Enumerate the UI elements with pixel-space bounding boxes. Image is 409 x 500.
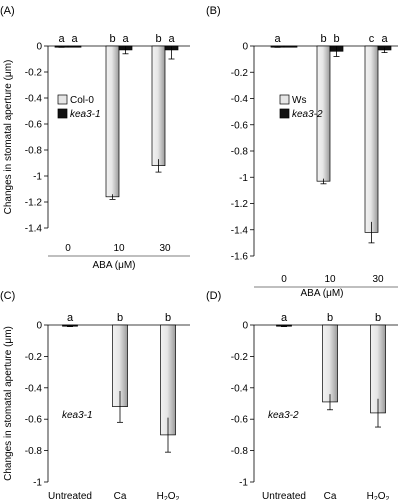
legend-label: kea3-1 [70,109,101,120]
significance-letter: c [369,33,375,45]
bar [105,45,120,198]
legend-swatch [57,108,68,119]
chart-panel-d: (D) 0 -0.2 -0.4 -0.6 -0.8 -1 Untreated Ca H2O2 a b b… [206,290,398,500]
x-tick-label: H2O2 [157,491,180,500]
y-axis-title: Changes in stomatal aperture (μm) [3,326,14,481]
significance-letter: b [109,33,115,45]
significance-letter: a [122,33,129,45]
significance-letter: b [165,312,171,324]
y-tick-label: 0 [36,321,42,332]
y-tick-label: -1.2 [25,198,43,209]
y-tick-label: -0.8 [25,446,43,457]
genotype-annotation: kea3-1 [62,410,93,421]
significance-letter: b [333,33,339,45]
panel-label: (A) [0,5,15,17]
significance-letter: b [320,33,326,45]
y-tick-label: -0.8 [231,446,249,457]
panel-label: (B) [206,5,221,17]
significance-letter: a [71,33,78,45]
legend-label: Ws [292,95,306,106]
y-tick-label: -1 [33,172,42,183]
genotype-annotation: kea3-2 [268,410,299,421]
y-tick-label: -0.4 [231,94,249,105]
significance-letter: b [375,312,381,324]
chart-panel-a: (A) 0 -0.2 -0.4 -0.6 -0.8 -1 -1.2 -1.4 Changes in… [0,5,190,271]
y-tick-label: 0 [242,321,248,332]
significance-letter: a [58,33,65,45]
y-tick-label: -0.4 [231,383,249,394]
x-tick-label: Untreated [262,491,306,500]
x-tick-label: 10 [324,274,336,285]
y-tick-label: -1 [239,478,248,489]
y-tick-label: -0.4 [25,383,43,394]
bar [322,324,338,403]
x-tick-label: 10 [113,243,125,254]
legend-label: Col-0 [70,95,94,106]
x-tick-label: 30 [159,243,171,254]
y-tick-label: -1.6 [231,252,249,263]
chart-panel-b: (B) 0 -0.2 -0.4 -0.6 -0.8 -1 -1.2 -1.4 -1.6 0 10 30 A… [206,5,398,299]
y-tick-label: 0 [242,42,248,53]
panel-label: (C) [0,290,15,302]
bar [283,45,298,48]
y-tick-label: -0.6 [25,120,43,131]
x-tick-label: Ca [324,491,337,500]
y-tick-label: -0.6 [25,415,43,426]
legend-label: kea3-2 [292,109,323,120]
y-tick-label: -0.2 [25,68,43,79]
legend-swatch [279,108,290,119]
significance-letter: b [155,33,161,45]
bar [364,45,379,233]
x-tick-label: Ca [114,491,127,500]
significance-letter: b [327,312,333,324]
y-tick-label: -0.4 [25,94,43,105]
y-tick-label: -1 [33,478,42,489]
y-tick-label: -0.2 [231,352,249,363]
significance-letter: a [281,312,288,324]
x-tick-label: 30 [372,274,384,285]
significance-letter: b [117,312,123,324]
y-tick-label: -0.6 [231,415,249,426]
x-tick-label: Untreated [48,491,92,500]
y-tick-label: -1.4 [231,225,249,236]
panel-label: (D) [206,290,221,302]
legend-swatch [279,94,290,105]
y-tick-label: -0.8 [231,147,249,158]
y-axis-title: Changes in stomatal aperture (μm) [3,60,14,215]
legend-swatch [57,94,68,105]
x-tick-label: 0 [65,243,71,254]
y-tick-label: -1.4 [25,224,43,235]
y-tick-label: -0.2 [231,68,249,79]
x-axis-title: ABA (μM) [301,288,344,299]
bar [67,45,82,48]
x-axis-title: ABA (μM) [93,260,136,271]
x-tick-label: 0 [281,274,287,285]
significance-letter: a [67,312,74,324]
y-tick-label: -0.2 [25,352,43,363]
chart-panel-c: (C) 0 -0.2 -0.4 -0.6 -0.8 -1 Changes in stomata… [0,290,190,500]
y-tick-label: -0.6 [231,120,249,131]
x-tick-label: H2O2 [367,491,390,500]
y-tick-label: 0 [36,42,42,53]
significance-letter: a [168,33,175,45]
significance-letter: a [274,33,281,45]
bar [151,45,166,166]
y-tick-label: -1 [239,173,248,184]
y-tick-label: -0.8 [25,146,43,157]
significance-letter: a [381,33,388,45]
y-tick-label: -1.2 [231,199,249,210]
